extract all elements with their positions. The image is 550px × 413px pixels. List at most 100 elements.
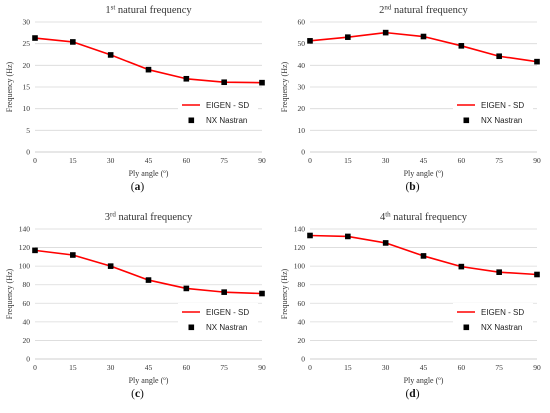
panel-label: (d) (405, 388, 420, 400)
y-tick-label: 120 (19, 243, 31, 252)
x-tick-label: 15 (69, 363, 77, 372)
legend-marker-swatch (463, 324, 470, 331)
legend-marker-swatch (188, 324, 195, 331)
x-tick-label: 90 (258, 156, 266, 165)
chart-svg: 1st natural frequency 0 5 10 15 20 25 30 0 15 30 45… (5, 4, 266, 179)
data-point-nx-nastran (32, 35, 38, 41)
y-axis-label: Frequency (Hz) (280, 61, 289, 112)
data-point-nx-nastran (145, 66, 152, 73)
x-tick-label: 90 (533, 363, 541, 372)
x-tick-label: 45 (420, 363, 428, 372)
data-point-nx-nastran (382, 240, 389, 246)
x-axis-label: Ply angle (º) (129, 376, 169, 385)
legend-label-nx-nastran: NX Nastran (206, 323, 247, 332)
legend-marker-swatch (463, 117, 470, 124)
chart-panel-2nd-frequency: 2nd natural frequency 0 10 20 30 40 50 60 0 15 30 4… (275, 0, 550, 206)
y-tick-label: 10 (23, 104, 31, 113)
data-point-nx-nastran (382, 29, 389, 36)
data-point-nx-nastran (307, 232, 313, 239)
x-axis-label: Ply angle (º) (404, 169, 444, 178)
y-tick-label: 60 (298, 299, 306, 308)
data-point-nx-nastran (534, 58, 540, 65)
y-tick-label: 10 (298, 126, 306, 135)
y-axis-label: Frequency (Hz) (280, 268, 289, 319)
y-tick-label: 120 (294, 243, 306, 252)
y-tick-label: 40 (298, 317, 306, 326)
chart-title-number: 1 (105, 5, 110, 16)
legend-marker-swatch (188, 117, 195, 124)
data-point-nx-nastran (458, 43, 465, 49)
chart-title: 4th natural frequency (380, 211, 468, 224)
data-point-nx-nastran (259, 290, 265, 297)
y-tick-label: 100 (294, 262, 306, 271)
chart-title-superscript: st (111, 4, 116, 12)
chart-panel-3rd-frequency: 3rd natural frequency 0 20 40 60 80 100 120 140 0… (0, 207, 275, 413)
panel-label-letter: a (134, 181, 141, 193)
x-tick-label: 45 (145, 156, 153, 165)
panel-label: (c) (131, 388, 144, 400)
y-tick-label: 0 (26, 148, 30, 157)
series-line-eigen-sd (34, 37, 263, 84)
x-tick-label: 15 (344, 156, 352, 165)
x-tick-label: 60 (183, 363, 191, 372)
x-tick-label: 0 (308, 363, 312, 372)
legend-label-nx-nastran: NX Nastran (206, 116, 247, 125)
x-tick-label: 0 (33, 363, 37, 372)
x-tick-label: 75 (220, 363, 228, 372)
y-tick-label: 0 (301, 148, 305, 157)
y-tick-label: 15 (23, 83, 31, 92)
x-axis-label: Ply angle (º) (404, 376, 444, 385)
y-tick-label: 80 (298, 280, 306, 289)
y-tick-label: 20 (23, 61, 31, 70)
y-tick-label: 50 (298, 39, 306, 48)
x-axis-label: Ply angle (º) (129, 169, 169, 178)
y-tick-label: 5 (26, 126, 30, 135)
chart-title-number: 3 (105, 212, 110, 223)
chart-svg: 3rd natural frequency 0 20 40 60 80 100 120 140 0… (5, 211, 266, 386)
legend-label-nx-nastran: NX Nastran (481, 116, 522, 125)
data-point-nx-nastran (259, 79, 265, 86)
y-tick-label: 140 (19, 225, 31, 234)
data-point-nx-nastran (70, 252, 76, 258)
legend-label-nx-nastran: NX Nastran (481, 323, 522, 332)
y-tick-label: 20 (23, 336, 31, 345)
y-tick-label: 25 (23, 39, 31, 48)
chart-title-superscript: th (385, 211, 391, 219)
x-tick-label: 30 (382, 156, 390, 165)
chart-panel-1st-frequency: 1st natural frequency 0 5 10 15 20 25 30 0 15 30 45… (0, 0, 275, 206)
data-point-nx-nastran (496, 269, 502, 275)
x-tick-label: 30 (107, 156, 115, 165)
y-tick-label: 60 (298, 18, 306, 27)
x-tick-label: 30 (382, 363, 390, 372)
y-tick-label: 30 (23, 18, 31, 27)
x-tick-label: 15 (69, 156, 77, 165)
x-tick-label: 90 (258, 363, 266, 372)
data-point-nx-nastran (183, 285, 190, 292)
panel-label: (a) (130, 181, 145, 193)
x-tick-label: 60 (183, 156, 191, 165)
y-tick-label: 80 (23, 280, 31, 289)
chart-svg: 4th natural frequency 0 20 40 60 80 100 120 140 0… (280, 211, 541, 386)
data-point-nx-nastran (345, 233, 351, 240)
legend-label-eigen-sd: EIGEN - SD (206, 308, 249, 317)
x-tick-label: 60 (458, 363, 466, 372)
y-tick-label: 0 (26, 355, 30, 364)
series-line-eigen-sd (34, 249, 263, 295)
legend-label-eigen-sd: EIGEN - SD (481, 308, 524, 317)
data-point-nx-nastran (345, 34, 351, 40)
chart-title-rest: natural frequency (391, 212, 468, 223)
data-point-nx-nastran (496, 53, 502, 60)
chart-title: 2nd natural frequency (379, 4, 468, 17)
panel-label-letter: c (134, 388, 141, 400)
x-tick-label: 75 (495, 363, 503, 372)
data-point-nx-nastran (420, 33, 427, 40)
y-tick-label: 140 (294, 225, 306, 234)
y-axis-label: Frequency (Hz) (5, 61, 14, 112)
y-tick-label: 20 (298, 336, 306, 345)
data-point-nx-nastran (307, 38, 313, 44)
x-tick-label: 15 (344, 363, 352, 372)
data-point-nx-nastran (458, 263, 465, 270)
x-tick-label: 60 (458, 156, 466, 165)
chart-title: 3rd natural frequency (105, 211, 193, 224)
chart-title-number: 2 (379, 5, 384, 16)
